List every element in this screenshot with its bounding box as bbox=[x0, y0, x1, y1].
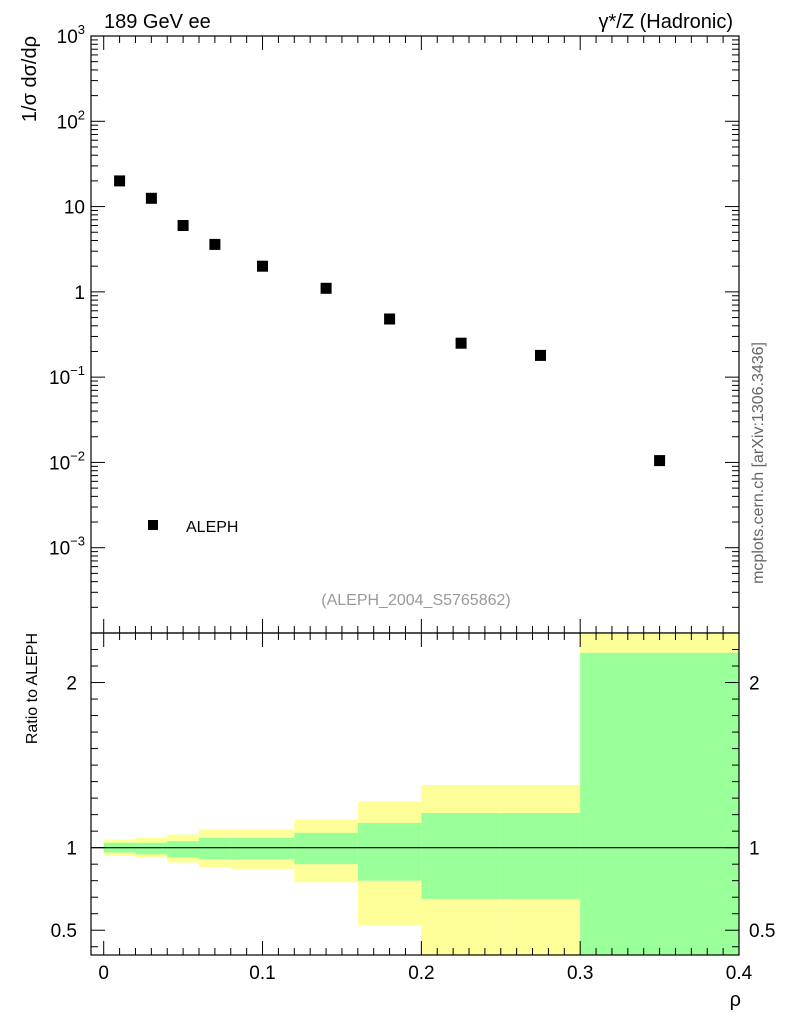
ratio-y-tick-label-right: 0.5 bbox=[749, 921, 775, 942]
ratio-x-tick-labels: 0 0.1 0.2 0.3 0.4 bbox=[98, 963, 752, 984]
y-tick-label: 10−2 bbox=[49, 448, 85, 474]
y-tick-label: 10−3 bbox=[49, 534, 85, 560]
ratio-y-axis-label: Ratio to ALEPH bbox=[24, 633, 41, 744]
inner-band-bin bbox=[135, 842, 168, 855]
y-tick-exponent: −1 bbox=[70, 363, 85, 378]
analysis-label: (ALEPH_2004_S5765862) bbox=[321, 592, 510, 609]
inner-band-bin bbox=[500, 813, 581, 899]
x-tick-label: 0.4 bbox=[726, 963, 753, 984]
inner-band-bin bbox=[294, 832, 358, 865]
main-frame bbox=[90, 35, 740, 634]
inner-band-bin bbox=[167, 841, 199, 858]
y-tick-exponent: −2 bbox=[70, 448, 85, 463]
x-tick-label: 0.1 bbox=[249, 963, 275, 984]
y-tick-label: 10−1 bbox=[49, 363, 85, 389]
data-point bbox=[384, 313, 396, 325]
y-tick-base: 10 bbox=[49, 453, 70, 474]
y-tick-exponent: 3 bbox=[78, 22, 85, 37]
y-tick-base: 10 bbox=[57, 27, 78, 48]
ratio-y-tick-labels: 0.5 0.5 1 1 2 2 bbox=[51, 674, 776, 943]
ratio-y-tick-label-left: 0.5 bbox=[51, 921, 77, 942]
inner-band-bin bbox=[357, 822, 422, 881]
main-axis-ticks bbox=[91, 35, 740, 634]
ratio-y-tick-label-right: 2 bbox=[749, 674, 760, 695]
data-point bbox=[177, 220, 189, 231]
y-tick-label: 10 bbox=[64, 198, 85, 219]
data-point bbox=[535, 349, 546, 361]
inner-band-bin bbox=[199, 837, 231, 860]
x-tick-label: 0.3 bbox=[567, 963, 593, 984]
inner-band-bin bbox=[580, 652, 739, 955]
y-tick-base: 10 bbox=[64, 198, 85, 219]
ratio-bands bbox=[103, 633, 739, 955]
data-point bbox=[654, 455, 666, 467]
legend: ALEPH bbox=[148, 519, 238, 536]
ratio-y-tick-label-left: 1 bbox=[66, 839, 77, 860]
y-tick-exponent: 2 bbox=[78, 107, 85, 122]
y-tick-exponent: −3 bbox=[70, 534, 85, 549]
ratio-y-tick-label-right: 1 bbox=[749, 839, 760, 860]
ratio-y-tick-label-left: 2 bbox=[66, 674, 77, 695]
y-tick-label: 102 bbox=[57, 107, 85, 133]
y-tick-base: 10 bbox=[49, 539, 70, 560]
data-point bbox=[257, 260, 268, 272]
y-tick-label: 103 bbox=[57, 22, 85, 48]
data-point bbox=[145, 192, 157, 204]
y-tick-label: 1 bbox=[74, 283, 85, 304]
ratio-axis-ticks bbox=[91, 632, 740, 955]
ratio-panel: 0.5 0.51 12 2 0 0.1 0.2 0.3 0.4 Ratio to ALEPH … bbox=[24, 632, 776, 1011]
data-point bbox=[209, 238, 221, 250]
ratio-frame bbox=[90, 632, 740, 956]
x-axis-label: ρ bbox=[730, 989, 741, 1011]
data-point bbox=[320, 282, 332, 294]
legend-marker bbox=[148, 520, 158, 530]
y-tick-base: 10 bbox=[49, 368, 70, 389]
y-tick-base: 10 bbox=[57, 112, 78, 133]
data-point bbox=[455, 337, 467, 349]
legend-label: ALEPH bbox=[186, 519, 238, 536]
header-right-label: γ*/Z (Hadronic) bbox=[599, 11, 733, 33]
main-y-axis-label: 1/σ dσ/dρ bbox=[19, 36, 41, 122]
data-point bbox=[114, 175, 126, 187]
x-tick-label: 0.2 bbox=[408, 963, 434, 984]
inner-band-bin bbox=[421, 813, 501, 899]
inner-band-bin bbox=[230, 837, 295, 860]
y-tick-base: 1 bbox=[74, 283, 85, 304]
header-left-label: 189 GeV ee bbox=[104, 11, 211, 33]
side-watermark-label: mcplots.cern.ch [arXiv:1306.3436] bbox=[750, 342, 767, 584]
main-plot-marks bbox=[114, 175, 666, 467]
x-tick-label: 0 bbox=[98, 963, 109, 984]
